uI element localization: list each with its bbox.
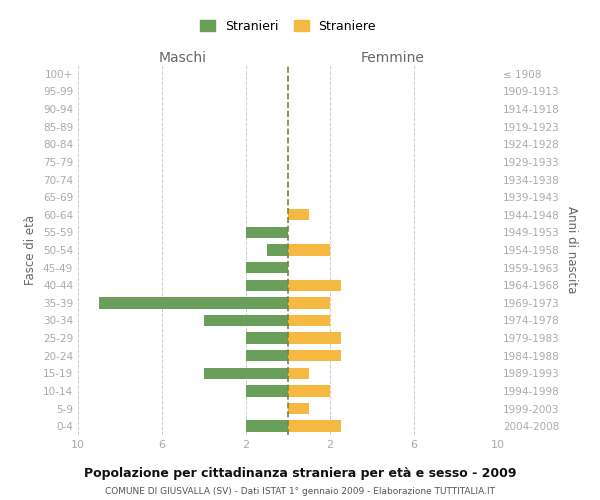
Text: Maschi: Maschi [159,51,207,65]
Bar [288,385,330,396]
Y-axis label: Fasce di età: Fasce di età [25,215,37,285]
Bar [288,297,330,308]
Bar [99,297,288,308]
Bar [288,280,341,291]
Bar [288,315,330,326]
Y-axis label: Anni di nascita: Anni di nascita [565,206,578,294]
Bar [288,244,330,256]
Bar [267,244,288,256]
Text: COMUNE DI GIUSVALLA (SV) - Dati ISTAT 1° gennaio 2009 - Elaborazione TUTTITALIA.: COMUNE DI GIUSVALLA (SV) - Dati ISTAT 1°… [105,487,495,496]
Bar [246,420,288,432]
Bar [288,420,341,432]
Bar [246,350,288,362]
Bar [288,209,309,220]
Bar [246,226,288,238]
Bar [246,385,288,396]
Bar [288,368,309,379]
Bar [204,315,288,326]
Bar [288,332,341,344]
Legend: Stranieri, Straniere: Stranieri, Straniere [196,16,380,36]
Bar [246,280,288,291]
Bar [204,368,288,379]
Bar [246,262,288,274]
Text: Femmine: Femmine [361,51,425,65]
Bar [246,332,288,344]
Bar [288,350,341,362]
Bar [288,403,309,414]
Text: Popolazione per cittadinanza straniera per età e sesso - 2009: Popolazione per cittadinanza straniera p… [84,468,516,480]
